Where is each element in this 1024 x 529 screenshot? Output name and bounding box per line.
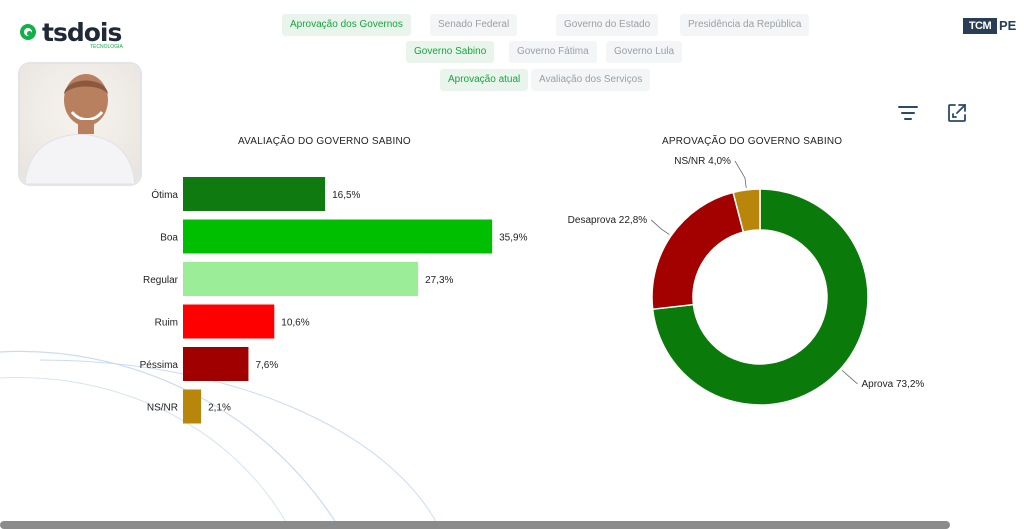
tab-presidencia-republica[interactable]: Presidência da República [680,14,810,36]
donut-leader-line [734,160,747,188]
donut-slice-1[interactable] [651,191,745,311]
donut-slice-0[interactable] [651,188,869,406]
bar-2[interactable] [183,262,419,296]
pie-chart-title: APROVAÇÃO DO GOVERNO SABINO [662,136,843,147]
tab-governo-estado[interactable]: Governo do Estado [556,14,659,36]
tab-avaliacao-servicos[interactable]: Avaliação dos Serviços [531,69,651,91]
tab-senado-federal[interactable]: Senado Federal [430,14,518,36]
bar-1[interactable] [183,219,493,254]
donut-label-0: Aprova 73,2% [862,379,925,390]
tab-aprovacao-atual[interactable]: Aprovação atual [440,69,529,91]
donut-leader-line [841,369,858,385]
bar-value-label: 35,9% [499,233,527,244]
bar-value-label: 10,6% [281,318,309,329]
tab-governo-lula[interactable]: Governo Lula [606,41,683,63]
donut-label-2: NS/NR 4,0% [674,156,731,167]
portrait-image [20,64,140,184]
tab-governo-sabino[interactable]: Governo Sabino [406,41,495,63]
tcm-logo-b: PE [999,18,1017,33]
bar-5[interactable] [183,389,202,424]
tab-governo-fatima[interactable]: Governo Fátima [509,41,597,63]
bar-category-label: Péssima [140,360,179,371]
bar-category-label: Ótima [151,188,178,201]
tcm-logo-a: TCM [963,18,997,34]
filter-icon[interactable] [895,100,921,126]
aprovacao-donut-chart: Aprova 73,2% Desaprova 22,8% NS/NR 4,0% [568,156,925,406]
bar-chart-title: AVALIAÇÃO DO GOVERNO SABINO [238,136,411,147]
logo-subtitle: TECNOLOGIA [90,44,123,50]
avaliacao-bar-chart: Ótima 16,5% Boa 35,9% Regular 27,3% Ruim 10,6% P… [140,177,528,424]
bar-category-label: Regular [143,275,179,286]
bar-value-label: 2,1% [208,403,231,414]
bar-4[interactable] [183,347,249,381]
bar-3[interactable] [183,304,275,339]
bar-value-label: 16,5% [332,190,360,201]
bar-value-label: 7,6% [255,360,278,371]
bar-category-label: Boa [160,233,178,244]
donut-slice-2[interactable] [732,188,761,234]
donut-label-1: Desaprova 22,8% [568,215,648,226]
horizontal-scrollbar[interactable] [0,521,950,529]
tab-aprovacao-governos[interactable]: Aprovação dos Governos [282,14,411,36]
governor-photo [18,62,142,186]
donut-leader-line [650,219,670,235]
bar-value-label: 27,3% [425,275,453,286]
bar-category-label: NS/NR [147,403,178,414]
bar-0[interactable] [183,177,326,211]
expand-icon[interactable] [944,100,970,126]
tcm-pe-logo: TCM PE [963,18,1024,34]
bar-category-label: Ruim [155,318,178,329]
logo-mark-icon [20,24,36,40]
logo-text: tsdois [42,18,122,47]
